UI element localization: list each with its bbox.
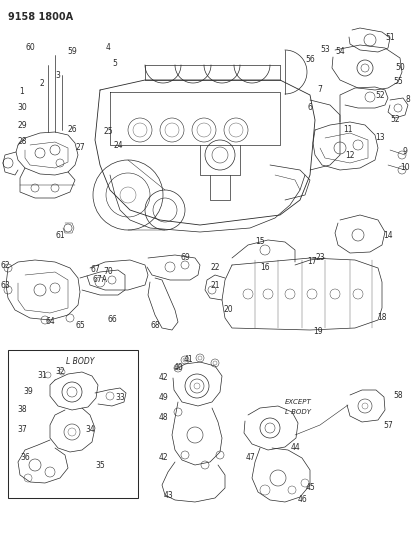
Text: 48: 48 (158, 414, 168, 423)
Text: 62: 62 (0, 261, 10, 270)
Text: 20: 20 (223, 305, 233, 314)
Text: 25: 25 (103, 127, 113, 136)
Text: 8: 8 (406, 95, 410, 104)
Text: 4: 4 (106, 44, 111, 52)
Text: 36: 36 (20, 454, 30, 463)
Text: 42: 42 (158, 454, 168, 463)
Text: 10: 10 (400, 164, 410, 173)
Text: 12: 12 (345, 150, 355, 159)
Text: 24: 24 (113, 141, 123, 149)
Text: 9: 9 (402, 148, 407, 157)
Text: 51: 51 (385, 34, 395, 43)
Text: 35: 35 (95, 461, 105, 470)
Text: 67: 67 (90, 265, 100, 274)
Text: 41: 41 (183, 356, 193, 365)
Text: 67A: 67A (92, 276, 108, 285)
Text: 60: 60 (25, 43, 35, 52)
Text: L BODY: L BODY (66, 358, 94, 367)
Text: 56: 56 (305, 55, 315, 64)
Text: 29: 29 (17, 120, 27, 130)
Text: 44: 44 (290, 443, 300, 453)
Text: 49: 49 (158, 393, 168, 402)
Text: 63: 63 (0, 280, 10, 289)
Text: 38: 38 (17, 406, 27, 415)
Text: 14: 14 (383, 230, 393, 239)
Text: 2: 2 (39, 78, 44, 87)
Text: 37: 37 (17, 425, 27, 434)
Text: 45: 45 (305, 483, 315, 492)
Text: 13: 13 (375, 133, 385, 142)
Text: 57: 57 (383, 421, 393, 430)
Text: 59: 59 (67, 47, 77, 56)
Text: 9158 1800A: 9158 1800A (8, 12, 73, 22)
Text: 55: 55 (393, 77, 403, 86)
Text: 54: 54 (335, 47, 345, 56)
Text: 50: 50 (395, 63, 405, 72)
Text: 53: 53 (320, 45, 330, 54)
Text: EXCEPT: EXCEPT (285, 399, 312, 405)
Text: 31: 31 (37, 372, 47, 381)
Text: 46: 46 (297, 496, 307, 505)
Text: 40: 40 (173, 364, 183, 373)
Text: 1: 1 (20, 87, 24, 96)
Text: 58: 58 (393, 391, 403, 400)
Text: 23: 23 (315, 254, 325, 262)
Text: 16: 16 (260, 263, 270, 272)
Text: 70: 70 (103, 268, 113, 277)
Text: 42: 42 (158, 374, 168, 383)
Text: 61: 61 (55, 230, 65, 239)
Text: 17: 17 (307, 257, 317, 266)
Text: 66: 66 (107, 316, 117, 325)
Text: 19: 19 (313, 327, 323, 336)
Text: 32: 32 (55, 367, 65, 376)
Text: 52: 52 (390, 116, 400, 125)
Text: 3: 3 (55, 70, 60, 79)
Text: 68: 68 (150, 320, 160, 329)
Text: 69: 69 (180, 254, 190, 262)
Text: 21: 21 (210, 280, 220, 289)
Text: 43: 43 (163, 490, 173, 499)
Text: 6: 6 (307, 103, 312, 112)
Text: 5: 5 (113, 59, 118, 68)
Text: 15: 15 (255, 238, 265, 246)
Text: 26: 26 (67, 125, 77, 134)
Text: 18: 18 (377, 313, 387, 322)
Text: 52: 52 (375, 91, 385, 100)
Text: 28: 28 (17, 138, 27, 147)
Text: L BODY: L BODY (285, 409, 311, 415)
Text: 11: 11 (343, 125, 353, 134)
Text: 7: 7 (318, 85, 323, 94)
Text: 39: 39 (23, 387, 33, 397)
Text: 22: 22 (210, 263, 220, 272)
Bar (8, 350, 138, 498)
Text: 64: 64 (45, 318, 55, 327)
Text: 34: 34 (85, 425, 95, 434)
Text: 47: 47 (245, 454, 255, 463)
Text: 30: 30 (17, 103, 27, 112)
Text: 27: 27 (75, 143, 85, 152)
Text: 65: 65 (75, 320, 85, 329)
Text: 33: 33 (115, 393, 125, 402)
